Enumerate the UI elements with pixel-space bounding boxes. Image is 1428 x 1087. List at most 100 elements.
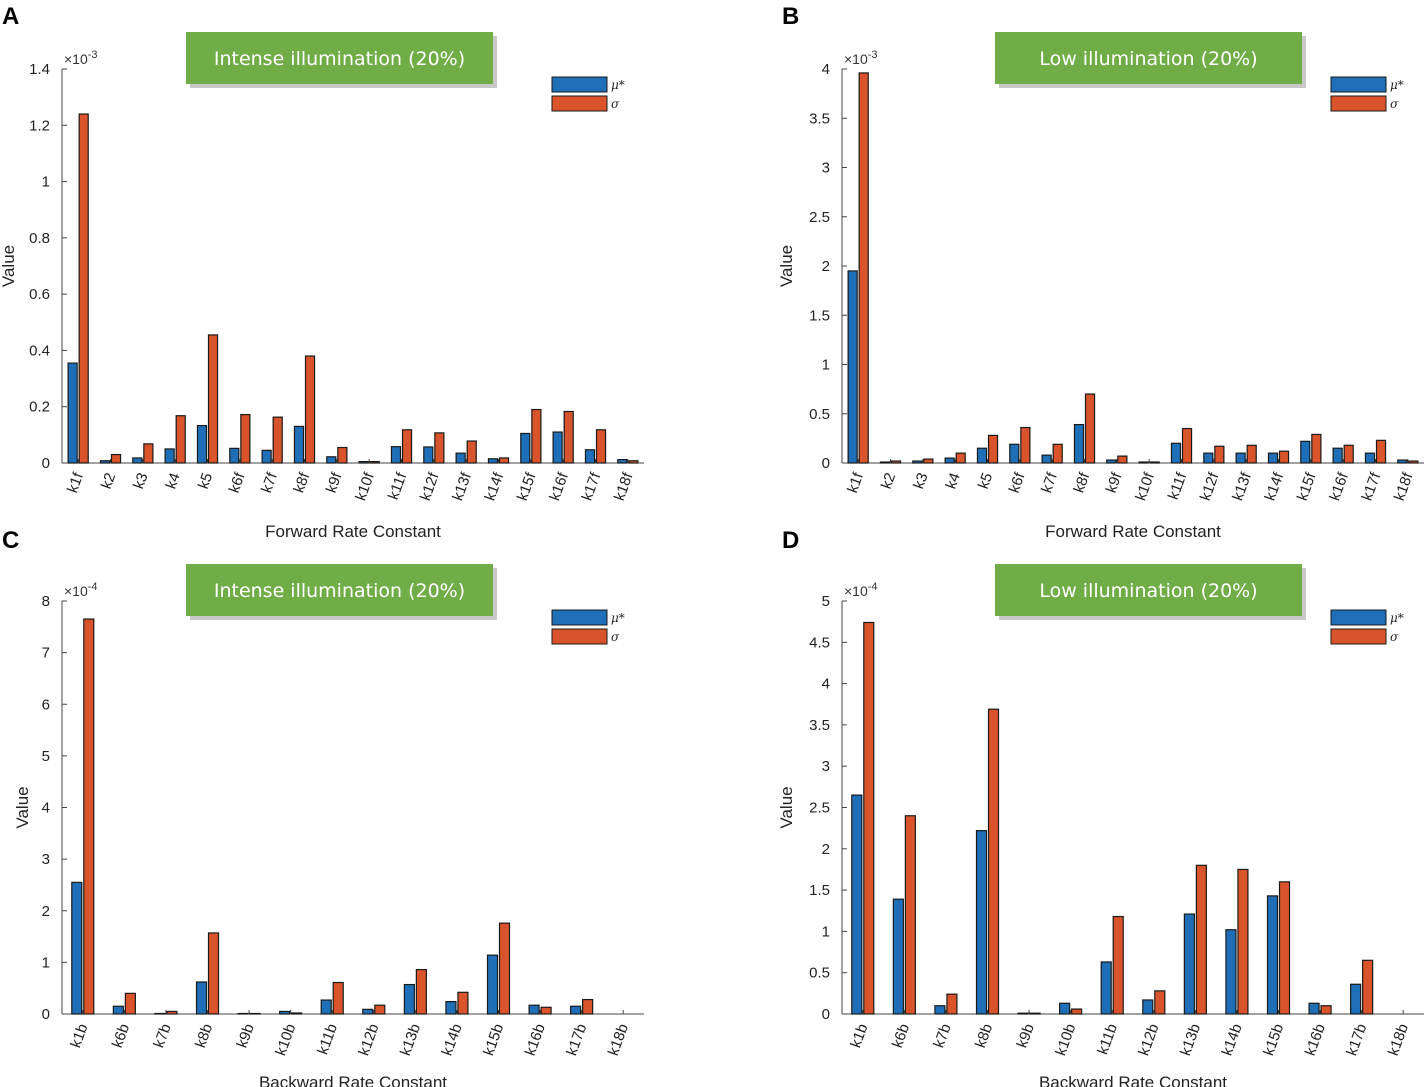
- x-tick-label: k15b: [480, 1022, 507, 1058]
- bar-sigma-k15b: [1278, 881, 1291, 1015]
- bar-sigma-k9f: [337, 446, 348, 464]
- x-tick-label: k10b: [272, 1022, 299, 1058]
- bar-mu-k7b: [154, 1012, 166, 1015]
- bar-mu-k7b: [934, 1005, 946, 1015]
- legend-swatch-mu: [1330, 76, 1387, 93]
- x-tick-label: k17b: [563, 1022, 590, 1058]
- x-tick-label: k9b: [234, 1022, 258, 1051]
- bar-mu-k17f: [584, 449, 596, 464]
- bar-mu-k6f: [229, 447, 240, 464]
- y-axis-label: Value: [777, 786, 796, 828]
- y-exponent-label: ×10-3: [844, 49, 878, 67]
- bar-sigma-k16f: [1343, 444, 1354, 464]
- bar-mu-k6b: [892, 898, 904, 1015]
- y-tick-label: 1.4: [29, 61, 50, 78]
- y-tick-label: 2.5: [809, 209, 830, 226]
- bar-sigma-k16f: [563, 410, 574, 464]
- bar-mu-k1b: [851, 794, 863, 1015]
- bar-mu-k3: [132, 457, 143, 464]
- x-tick-label: k4: [943, 471, 964, 492]
- x-tick-label: k8b: [192, 1022, 216, 1051]
- bar-mu-k14f: [1267, 452, 1279, 464]
- y-tick-label: 4: [822, 61, 830, 78]
- x-tick-label: k2: [878, 471, 899, 492]
- bar-sigma-k18f: [1408, 460, 1419, 464]
- y-tick-label: 1.5: [809, 307, 830, 324]
- legend-swatch-mu: [551, 609, 608, 626]
- bar-sigma-k13f: [1246, 444, 1257, 464]
- bar-mu-k10b: [279, 1010, 291, 1015]
- y-tick-label: 0.5: [809, 965, 830, 982]
- bar-sigma-k10f: [1149, 461, 1160, 464]
- y-tick-label: 0: [822, 1006, 830, 1023]
- bar-sigma-k13b: [415, 969, 427, 1015]
- y-tick-label: 5: [822, 593, 830, 610]
- bar-mu-k11f: [390, 446, 402, 464]
- title-banner: [995, 32, 1302, 84]
- bar-sigma-k17b: [1362, 959, 1374, 1015]
- title-banner: [186, 32, 493, 84]
- x-tick-label: k6f: [226, 470, 249, 495]
- bar-mu-k6b: [112, 1005, 124, 1015]
- panel-letter: B: [782, 3, 799, 30]
- bar-sigma-k14f: [1278, 450, 1290, 464]
- bar-sigma-k11f: [1181, 427, 1193, 464]
- bar-mu-k16f: [1332, 447, 1343, 464]
- bar-mu-k13b: [1183, 913, 1195, 1015]
- x-tick-label: k8b: [972, 1022, 996, 1051]
- x-tick-label: k7b: [930, 1022, 954, 1051]
- x-tick-label: k8f: [290, 470, 313, 495]
- bar-sigma-k9f: [1117, 455, 1128, 464]
- y-tick-label: 3: [822, 160, 830, 177]
- y-tick-label: 0.5: [809, 406, 830, 423]
- x-tick-label: k14f: [482, 470, 508, 503]
- x-tick-label: k17f: [1359, 470, 1385, 503]
- bar-sigma-k8b: [207, 932, 220, 1015]
- y-tick-label: 0: [42, 1006, 50, 1023]
- legend-label-sigma: σ: [1390, 97, 1399, 111]
- x-axis-label: Backward Rate Constant: [259, 1073, 447, 1087]
- y-tick-label: 7: [42, 645, 50, 662]
- bar-sigma-k13b: [1195, 864, 1207, 1015]
- bar-mu-k16f: [552, 431, 563, 464]
- bar-mu-k10b: [1059, 1002, 1071, 1015]
- y-tick-label: 3: [42, 851, 50, 868]
- bar-mu-k10f: [1138, 461, 1149, 464]
- x-tick-label: k14b: [1219, 1022, 1246, 1058]
- bar-mu-k1f: [67, 362, 78, 464]
- bar-sigma-k12f: [434, 432, 445, 464]
- x-tick-label: k12b: [1135, 1022, 1162, 1058]
- bar-mu-k11b: [320, 999, 332, 1015]
- legend-swatch-sigma: [1330, 95, 1387, 112]
- x-tick-label: k16f: [1326, 470, 1352, 503]
- bar-sigma-k1b: [863, 621, 875, 1015]
- x-tick-label: k12f: [417, 470, 443, 503]
- x-tick-label: k1f: [64, 470, 87, 495]
- x-axis-label: Forward Rate Constant: [1045, 522, 1221, 541]
- x-tick-label: k10f: [1132, 470, 1158, 503]
- y-tick-label: 2: [822, 258, 830, 275]
- bar-mu-k1b: [71, 881, 83, 1015]
- x-tick-label: k13f: [1229, 470, 1255, 503]
- x-tick-label: k5: [975, 471, 996, 492]
- x-tick-label: k10f: [352, 470, 378, 503]
- bar-sigma-k7f: [272, 416, 283, 464]
- bar-mu-k16b: [1308, 1002, 1320, 1015]
- bar-sigma-k18f: [628, 460, 639, 464]
- legend-label-sigma: σ: [611, 630, 620, 644]
- y-tick-label: 2: [42, 903, 50, 920]
- bar-mu-k13f: [455, 452, 466, 464]
- x-tick-label: k6b: [889, 1022, 913, 1051]
- y-tick-label: 0.4: [29, 342, 50, 359]
- x-tick-label: k3: [130, 471, 151, 492]
- x-axis-label: Forward Rate Constant: [265, 522, 441, 541]
- bar-mu-k13b: [403, 983, 415, 1015]
- legend-swatch-mu: [1330, 609, 1387, 626]
- bar-mu-k6f: [1009, 443, 1020, 464]
- bar-sigma-k17b: [582, 998, 594, 1015]
- title-banner: [995, 564, 1302, 616]
- x-tick-label: k11b: [314, 1022, 341, 1057]
- bar-mu-k14b: [1225, 929, 1237, 1015]
- bar-sigma-k3: [923, 458, 934, 464]
